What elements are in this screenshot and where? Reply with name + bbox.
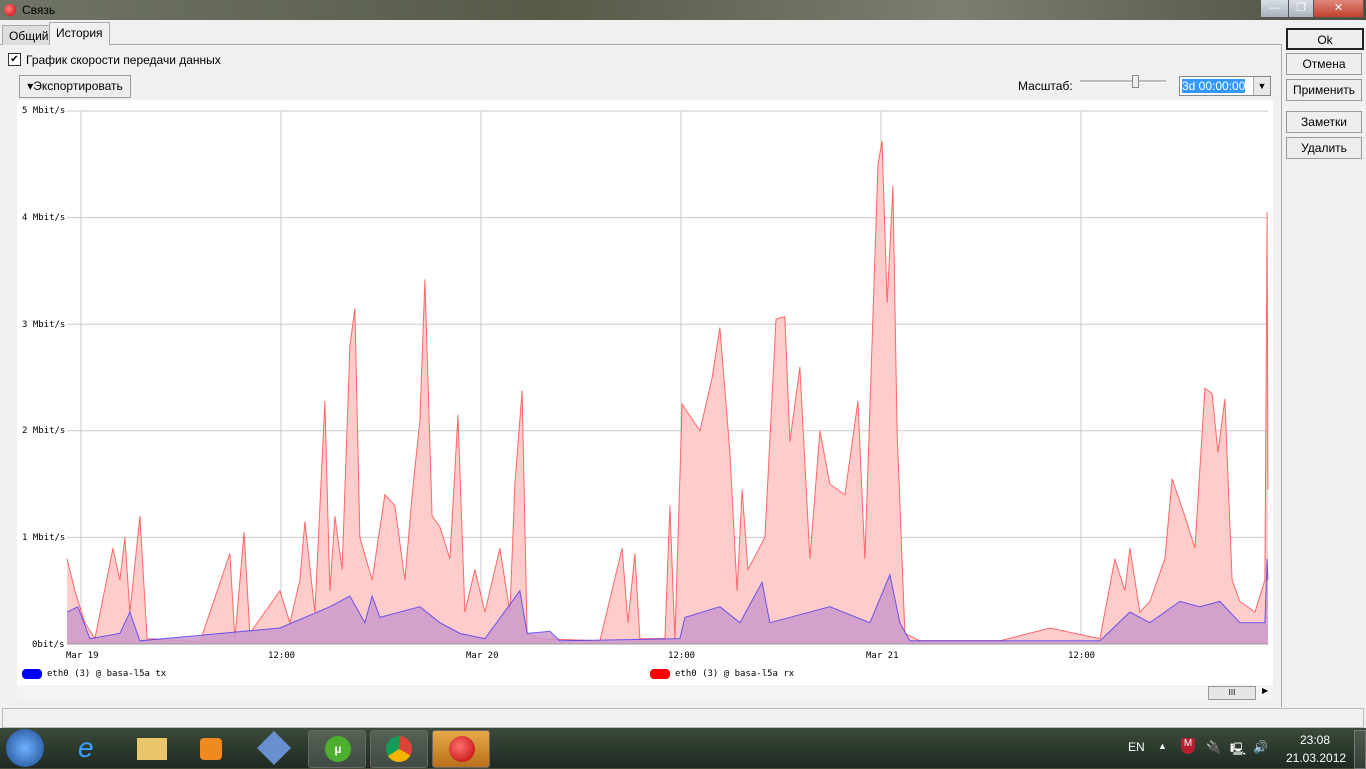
status-bar bbox=[2, 708, 1364, 728]
x-tick-label: Mar 21 bbox=[866, 651, 899, 661]
x-tick-label: 12:00 bbox=[668, 651, 696, 661]
explorer-taskbar-icon[interactable] bbox=[124, 730, 180, 766]
language-indicator[interactable]: EN bbox=[1128, 740, 1145, 754]
series-line-tx bbox=[66, 558, 1269, 642]
close-button[interactable]: ✕ bbox=[1313, 0, 1364, 18]
x-tick-label: Mar 19 bbox=[66, 651, 99, 661]
y-tick-label: 5 Mbit/s bbox=[22, 106, 66, 116]
scroll-right-icon[interactable]: ▶ bbox=[1262, 686, 1269, 695]
volume-icon[interactable]: 🔊 bbox=[1253, 740, 1268, 754]
tab-history[interactable]: История bbox=[49, 22, 110, 45]
chart-checkbox[interactable]: ✔ bbox=[8, 53, 21, 66]
scale-value: 3d 00:00:00 bbox=[1182, 79, 1246, 93]
start-button[interactable] bbox=[6, 729, 44, 767]
clock-time[interactable]: 23:08 bbox=[1300, 733, 1331, 747]
y-tick-label: 4 Mbit/s bbox=[22, 213, 66, 223]
show-hidden-icons-icon[interactable]: ▲ bbox=[1158, 741, 1167, 751]
x-tick-label: Mar 20 bbox=[466, 651, 499, 661]
tab-panel bbox=[0, 44, 1282, 707]
horizontal-scrollbar[interactable] bbox=[17, 685, 1273, 699]
y-tick-label: 3 Mbit/s bbox=[22, 320, 66, 330]
legend-swatch-tx bbox=[22, 669, 42, 679]
legend-label-rx: eth0 (3) @ basa-l5a rx bbox=[675, 669, 795, 679]
series-area-tx bbox=[67, 558, 1268, 644]
power-icon[interactable]: 🔌 bbox=[1206, 740, 1221, 754]
export-button[interactable]: ▾Экспортировать bbox=[19, 75, 131, 98]
y-tick-label: 2 Mbit/s bbox=[22, 426, 66, 436]
cancel-button[interactable]: Отмена bbox=[1286, 53, 1362, 75]
y-tick-label: 0bit/s bbox=[32, 640, 65, 650]
notes-button[interactable]: Заметки bbox=[1286, 111, 1362, 133]
taskbar bbox=[0, 728, 1366, 768]
checkbox-label: График скорости передачи данных bbox=[26, 53, 221, 67]
x-tick-label: 12:00 bbox=[1068, 651, 1096, 661]
ie-taskbar-icon[interactable]: e bbox=[78, 732, 94, 763]
title-bar bbox=[0, 0, 1366, 20]
legend-label-tx: eth0 (3) @ basa-l5a tx bbox=[47, 669, 167, 679]
window-title: Связь bbox=[22, 3, 56, 17]
x-tick-label: 12:00 bbox=[268, 651, 296, 661]
clock-date[interactable]: 21.03.2012 bbox=[1286, 751, 1347, 765]
show-desktop-button[interactable] bbox=[1354, 730, 1366, 769]
scale-combobox[interactable]: 3d 00:00:00 ▼ bbox=[1179, 76, 1271, 96]
apply-button[interactable]: Применить bbox=[1286, 79, 1362, 101]
scale-label: Масштаб: bbox=[1018, 79, 1073, 93]
ok-button[interactable]: Ok bbox=[1286, 28, 1364, 50]
winbox-taskbar-icon[interactable] bbox=[432, 730, 490, 768]
scrollbar-thumb[interactable]: III bbox=[1208, 686, 1256, 700]
chrome-taskbar-icon[interactable] bbox=[370, 730, 428, 768]
media-player-taskbar-icon[interactable] bbox=[184, 730, 240, 766]
paint-taskbar-icon[interactable] bbox=[246, 730, 302, 766]
network-icon[interactable]: 🖳 bbox=[1230, 742, 1247, 756]
y-tick-label: 1 Mbit/s bbox=[22, 533, 66, 543]
series-line-rx bbox=[66, 140, 1269, 643]
delete-button[interactable]: Удалить bbox=[1286, 137, 1362, 159]
scale-slider-thumb[interactable] bbox=[1132, 75, 1139, 88]
app-icon bbox=[4, 4, 16, 16]
legend-swatch-rx bbox=[650, 669, 670, 679]
tab-general[interactable]: Общий bbox=[2, 25, 56, 45]
scale-slider[interactable] bbox=[1080, 80, 1166, 83]
utorrent-taskbar-icon[interactable]: µ bbox=[308, 730, 366, 768]
mcafee-icon[interactable]: M bbox=[1181, 738, 1195, 754]
chevron-down-icon[interactable]: ▼ bbox=[1253, 77, 1270, 95]
